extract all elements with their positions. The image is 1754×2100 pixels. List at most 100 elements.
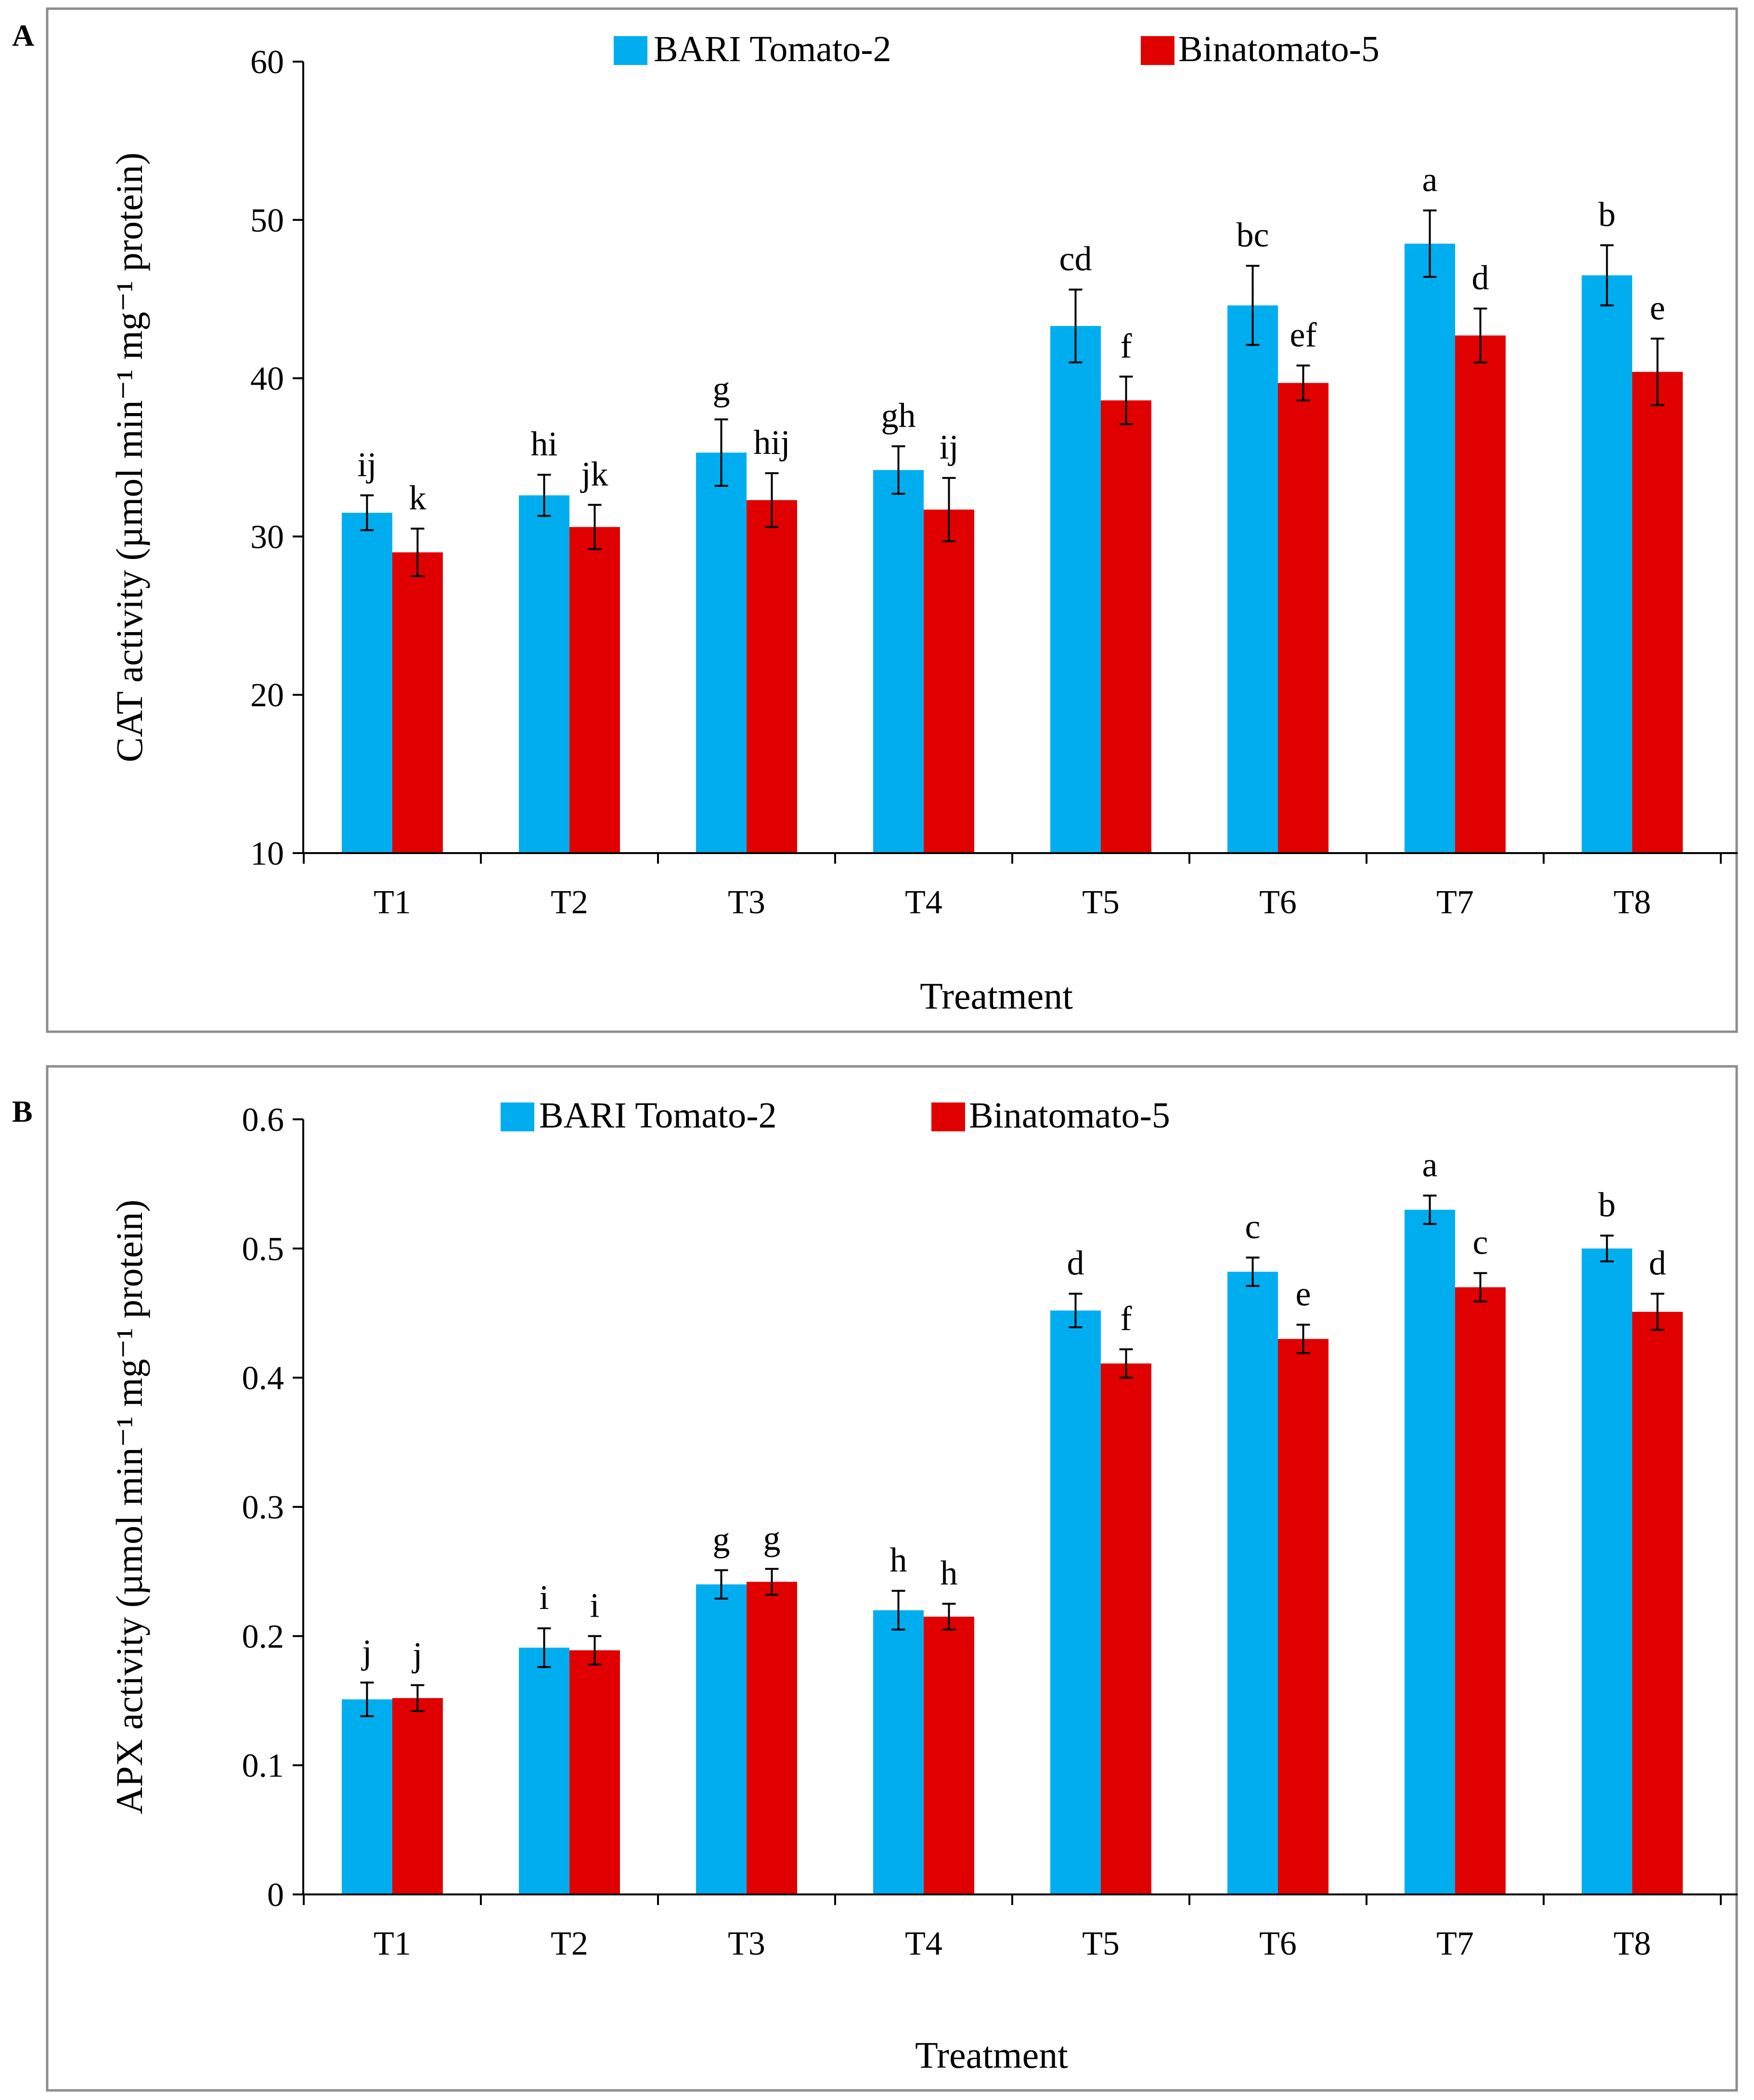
panel-a-bar-s2-t4: [924, 509, 974, 853]
panel-b-sig-letter-s2-t7: c: [1473, 1223, 1488, 1261]
panel-b-bar-s1-t2: [519, 1647, 569, 1894]
panel-b-sig-letter-s1-t3: g: [713, 1520, 730, 1558]
panel-a-sig-letter-s1-t7: a: [1422, 160, 1438, 199]
panel-b-bar-s1-t1: [342, 1699, 392, 1894]
panel-a-bar-s2-t2: [569, 527, 620, 853]
panel-a-x-tick-label-t1: T1: [374, 884, 411, 921]
panel-a-x-tick-label-t7: T7: [1436, 884, 1474, 921]
panel-b-x-axis-label: Treatment: [915, 2034, 1068, 2076]
panel-a-sig-letter-s1-t5: cd: [1059, 239, 1092, 278]
panel-b-bar-s2-t6: [1278, 1339, 1328, 1894]
panel-a-sig-letter-s2-t1: k: [409, 479, 426, 517]
panel-a-bar-s2-t7: [1455, 335, 1506, 853]
panel-b-bar-s1-t5: [1050, 1310, 1101, 1894]
panel-b-sig-letter-s2-t4: h: [941, 1554, 958, 1592]
panel-a-letter: A: [12, 18, 34, 52]
panel-a-legend-label-2: Binatomato-5: [1178, 29, 1380, 69]
panel-a-y-tick-label: 40: [250, 361, 284, 398]
panel-b-x-tick-label-t5: T5: [1082, 1925, 1120, 1962]
panel-a-significance-letters: ij hi g gh cd bc a b k jk hij ij f ef d e: [357, 160, 1665, 517]
panel-a-y-axis-label: CAT activity (µmol min⁻¹ mg⁻¹ protein): [108, 153, 150, 763]
panel-b-x-tick-label-t4: T4: [905, 1925, 942, 1962]
panel-a-x-tick-label-t2: T2: [551, 884, 588, 921]
panel-a-sig-letter-s1-t8: b: [1599, 195, 1616, 233]
panel-a-sig-letter-s2-t6: ef: [1290, 315, 1317, 354]
panel-a-x-tick-label-t4: T4: [905, 884, 942, 921]
panel-a-bars: [342, 244, 1683, 854]
panel-b-y-tick-label: 0.5: [242, 1231, 284, 1268]
panel-a-sig-letter-s1-t1: ij: [357, 445, 376, 484]
panel-b-x-tick-label-t2: T2: [551, 1925, 588, 1962]
panel-b-y-axis-ticks: 0 0.1 0.2 0.3 0.4 0.5 0.6: [242, 1102, 303, 1914]
panel-b-bar-s1-t4: [873, 1610, 924, 1894]
panel-a-sig-letter-s2-t2: jk: [580, 455, 608, 493]
panel-a-x-tick-label-t8: T8: [1613, 884, 1651, 921]
panel-b-y-tick-label: 0.4: [242, 1360, 284, 1397]
panel-b-sig-letter-s2-t3: g: [763, 1519, 781, 1557]
panel-a-bar-s2-t1: [392, 552, 443, 853]
panel-b-bar-s2-t3: [747, 1581, 797, 1894]
panel-a-sig-letter-s2-t4: ij: [939, 428, 958, 467]
panel-b-y-tick-label: 0.3: [242, 1489, 284, 1526]
panel-b-error-bars: [360, 1194, 1664, 1717]
panel-a-sig-letter-s2-t7: d: [1472, 259, 1489, 297]
panel-b-sig-letter-s1-t8: b: [1599, 1186, 1616, 1224]
panel-a-bar-s2-t5: [1101, 400, 1151, 853]
panel-b-sig-letter-s2-t1: j: [411, 1635, 422, 1673]
panel-b-x-tick-label-t1: T1: [374, 1925, 411, 1962]
panel-a-cat-chart: A BARI Tomato-2 Binatomato-5 10 20 30 40 50 6…: [12, 7, 1738, 1033]
panel-b-bar-s2-t5: [1101, 1363, 1151, 1894]
panel-a-y-axis-ticks: 10 20 30 40 50 60: [250, 44, 303, 872]
panel-b-bar-s2-t4: [924, 1617, 974, 1894]
panel-b-legend-label-1: BARI Tomato-2: [539, 1095, 777, 1136]
panel-a-bar-s1-t5: [1050, 326, 1101, 854]
panel-b-sig-letter-s1-t4: h: [890, 1541, 907, 1579]
panel-a-bar-s1-t8: [1582, 275, 1632, 853]
panel-a-x-tick-label-t6: T6: [1259, 884, 1297, 921]
panel-b-sig-letter-s1-t2: i: [539, 1578, 549, 1617]
panel-b-legend: BARI Tomato-2 Binatomato-5: [501, 1095, 1170, 1136]
panel-a-bar-s2-t8: [1632, 372, 1683, 853]
panel-b-bar-s1-t3: [696, 1584, 747, 1894]
panel-b-bar-s2-t8: [1632, 1311, 1683, 1894]
panel-b-y-tick-label: 0.6: [242, 1102, 284, 1139]
panel-b-y-axis-label: APX activity (µmol min⁻¹ mg⁻¹ protein): [108, 1200, 150, 1815]
panel-b-x-tick-label-t8: T8: [1613, 1925, 1651, 1962]
panel-b-y-tick-label: 0.1: [242, 1748, 284, 1785]
panel-b-legend-label-2: Binatomato-5: [969, 1095, 1170, 1136]
panel-b-sig-letter-s1-t6: c: [1245, 1207, 1261, 1246]
panel-a-x-axis-label: Treatment: [920, 975, 1073, 1017]
panel-a-sig-letter-s2-t3: hij: [753, 423, 790, 462]
panel-a-bar-s1-t7: [1405, 244, 1455, 853]
panel-b-x-tick-label-t6: T6: [1259, 1925, 1297, 1962]
panel-b-x-axis-ticks: T1 T2 T3 T4 T5 T6 T7 T8: [303, 1894, 1722, 1962]
panel-a-bar-s1-t1: [342, 513, 392, 853]
panel-a-bar-s2-t6: [1278, 383, 1328, 853]
panel-a-sig-letter-s2-t8: e: [1650, 288, 1665, 327]
panel-a-y-tick-label: 20: [250, 677, 284, 714]
panel-b-bar-s1-t6: [1227, 1271, 1278, 1894]
panel-a-legend-swatch-1: [614, 36, 647, 65]
panel-a-sig-letter-s2-t5: f: [1121, 326, 1132, 365]
panel-b-legend-swatch-1: [501, 1102, 534, 1131]
panel-a-y-tick-label: 30: [250, 519, 284, 556]
panel-b-apx-chart: B BARI Tomato-2 Binatomato-5 00.10.20.30…: [12, 1065, 1738, 2092]
panel-b-x-tick-label-t7: T7: [1436, 1925, 1474, 1962]
panel-a-bar-s1-t3: [696, 453, 747, 853]
panel-a-sig-letter-s1-t2: hi: [530, 425, 557, 463]
panel-a-x-tick-label-t3: T3: [728, 884, 765, 921]
panel-b-bar-s2-t2: [569, 1650, 620, 1894]
panel-a-legend-label-1: BARI Tomato-2: [654, 29, 891, 69]
panel-a-y-tick-label: 50: [250, 202, 284, 239]
panel-a-sig-letter-s1-t4: gh: [881, 396, 916, 435]
panel-b-x-tick-label-t3: T3: [728, 1925, 765, 1962]
panel-a-bar-s1-t4: [873, 470, 924, 853]
panel-a-x-tick-label-t5: T5: [1082, 884, 1120, 921]
panel-b-sig-letter-s1-t5: d: [1067, 1244, 1084, 1282]
panel-a-error-bars: [360, 209, 1664, 577]
panel-a-bar-s1-t6: [1227, 305, 1278, 853]
panel-b-sig-letter-s1-t7: a: [1422, 1145, 1438, 1184]
panel-b-bars: [342, 1209, 1683, 1894]
